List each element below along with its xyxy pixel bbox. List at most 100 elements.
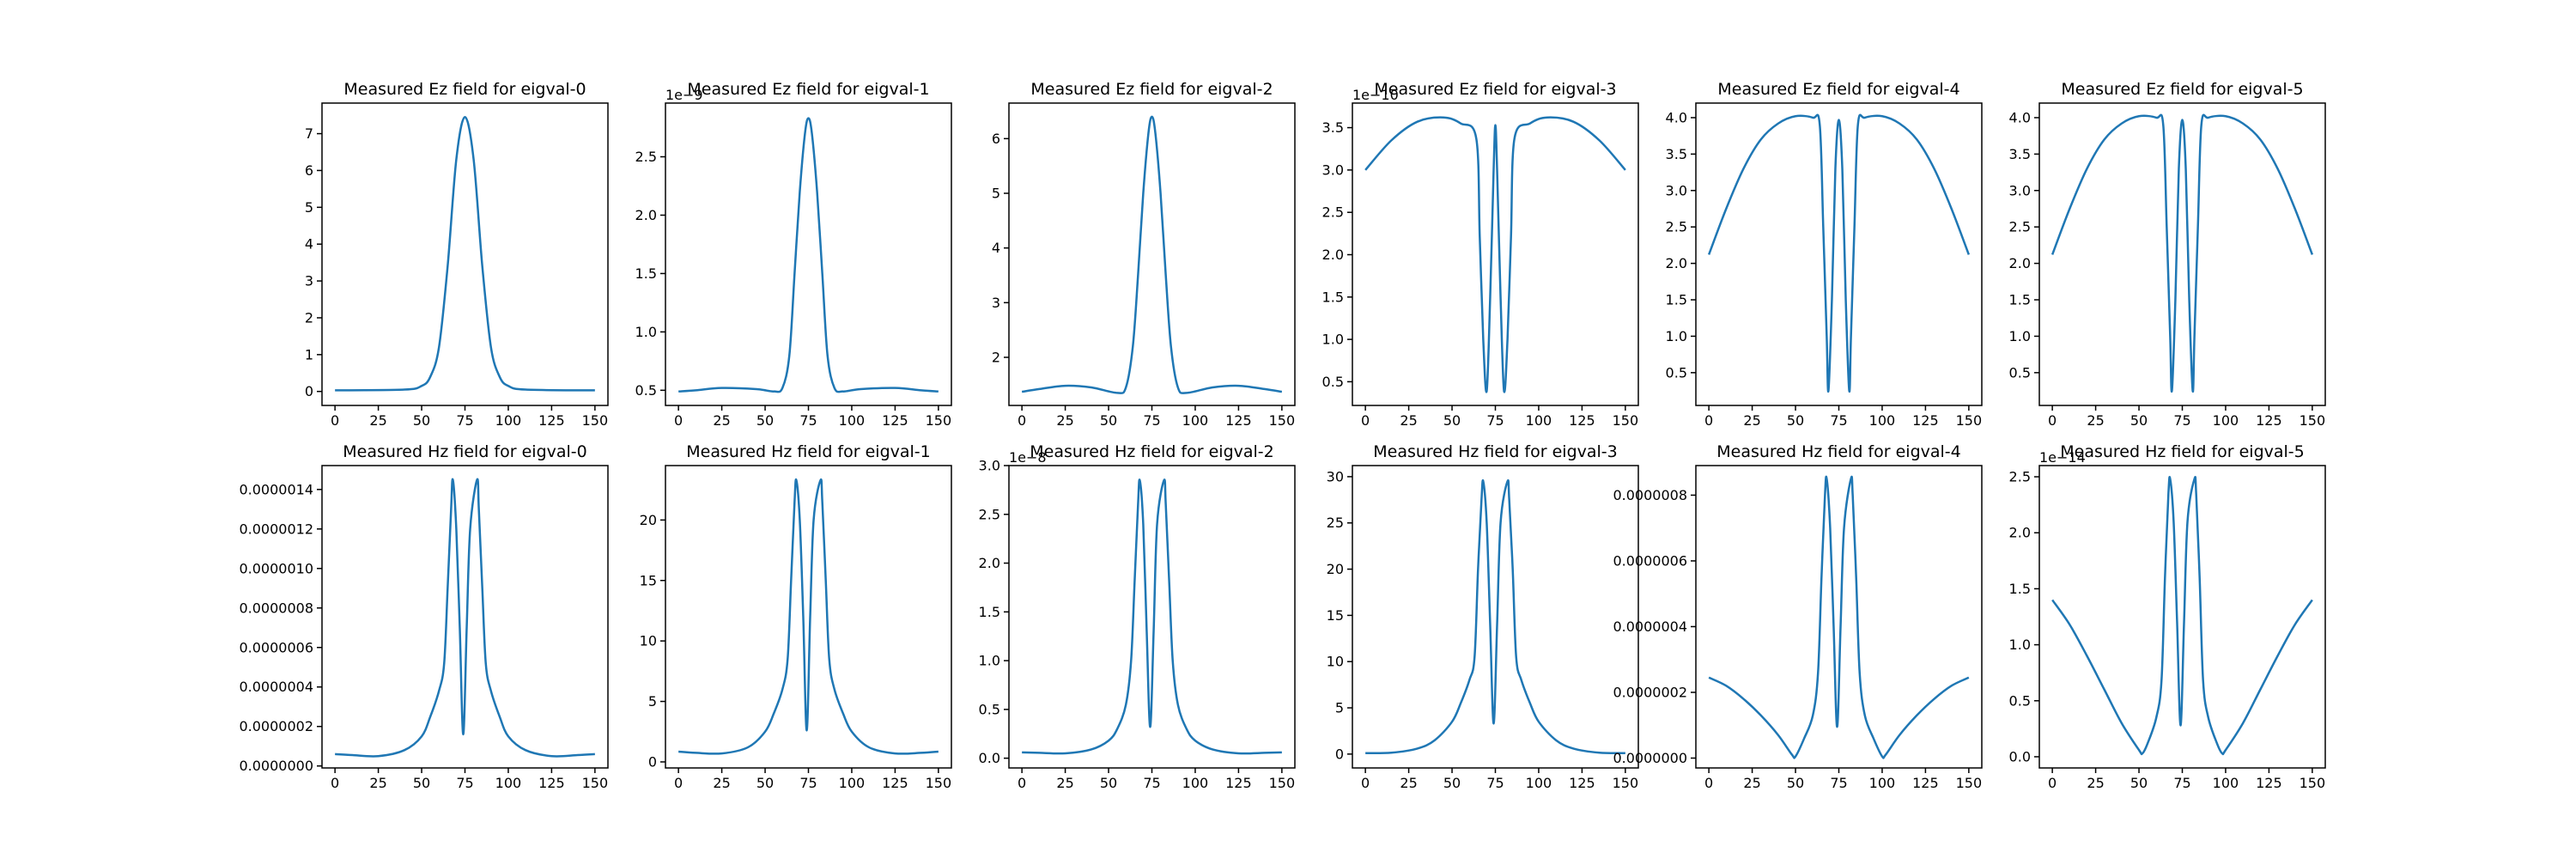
- x-tick-label: 150: [2300, 775, 2326, 791]
- x-tick-label: 0: [331, 412, 339, 429]
- x-tick-label: 150: [1613, 775, 1639, 791]
- x-tick-label: 100: [495, 775, 522, 791]
- y-tick-label: 2.5: [1322, 204, 1344, 221]
- x-tick-label: 25: [369, 412, 386, 429]
- y-tick-label: 2.5: [1666, 219, 1687, 235]
- x-tick-label: 50: [2130, 412, 2148, 429]
- y-tick-label: 0.0000004: [1613, 618, 1687, 635]
- y-offset-label: 1e−10: [1352, 87, 1399, 103]
- y-tick-label: 1.0: [1322, 332, 1344, 348]
- y-tick-label: 4: [992, 240, 1000, 256]
- y-tick-label: 0.0000014: [239, 481, 313, 497]
- y-tick-label: 4: [305, 236, 313, 253]
- y-tick-label: 2.5: [635, 149, 657, 165]
- x-tick-label: 0: [2048, 412, 2057, 429]
- x-tick-label: 50: [1787, 775, 1804, 791]
- x-tick-label: 100: [2213, 775, 2239, 791]
- x-tick-label: 50: [413, 412, 430, 429]
- axes-frame: [321, 102, 609, 406]
- y-tick-label: 6: [992, 131, 1000, 147]
- y-tick-label: 0.0000006: [1613, 552, 1687, 569]
- series-line: [1021, 115, 1283, 394]
- x-tick-label: 0: [1018, 775, 1026, 791]
- y-tick-label: 3.0: [1666, 182, 1687, 198]
- y-tick-label: 5: [305, 199, 313, 216]
- x-tick-label: 125: [2256, 412, 2282, 429]
- x-tick-label: 100: [1182, 412, 1209, 429]
- axes-frame: [1008, 102, 1296, 406]
- y-tick-label: 0.0000008: [239, 600, 313, 616]
- x-tick-label: 125: [1912, 775, 1939, 791]
- y-tick-label: 0.5: [2009, 364, 2031, 381]
- y-tick-label: 2.0: [1666, 255, 1687, 271]
- y-tick-label: 15: [640, 572, 657, 588]
- x-tick-label: 125: [1912, 412, 1939, 429]
- y-tick-label: 2.0: [1322, 247, 1344, 263]
- subplot-title: Measured Ez field for eigval-2: [1030, 80, 1273, 99]
- series-line: [335, 116, 595, 392]
- x-tick-label: 25: [1400, 412, 1417, 429]
- y-tick-label: 3: [992, 295, 1000, 311]
- y-tick-label: 10: [640, 633, 657, 649]
- x-tick-label: 0: [674, 412, 683, 429]
- y-tick-label: 3.5: [1666, 146, 1687, 162]
- x-tick-label: 0: [1361, 412, 1370, 429]
- x-tick-label: 0: [1018, 412, 1026, 429]
- y-tick-label: 1.0: [1666, 328, 1687, 344]
- y-tick-label: 0.0000012: [239, 521, 313, 537]
- y-tick-label: 10: [1327, 654, 1344, 670]
- y-tick-label: 3.5: [2009, 146, 2031, 162]
- x-tick-label: 125: [2256, 775, 2282, 791]
- x-tick-label: 125: [882, 412, 908, 429]
- x-tick-label: 75: [456, 412, 473, 429]
- y-tick-label: 0.0000002: [239, 718, 313, 734]
- subplot-title: Measured Ez field for eigval-5: [2061, 80, 2303, 99]
- subplot-11: Measured Hz field for eigval-5 0 25 50 75 100…: [2009, 442, 2326, 791]
- x-tick-label: 125: [1569, 412, 1595, 429]
- x-tick-label: 25: [1743, 775, 1760, 791]
- x-tick-label: 50: [1787, 412, 1804, 429]
- y-tick-label: 0: [305, 383, 313, 399]
- x-tick-label: 100: [839, 775, 866, 791]
- y-tick-label: 3.0: [2009, 182, 2031, 198]
- x-tick-label: 75: [799, 775, 817, 791]
- subplot-1: Measured Ez field for eigval-1 0 25 50 75 100…: [635, 80, 952, 429]
- y-tick-label: 20: [1327, 561, 1344, 577]
- subplot-title: Measured Hz field for eigval-2: [1030, 442, 1274, 461]
- x-tick-label: 25: [1743, 412, 1760, 429]
- y-tick-label: 1.5: [1322, 289, 1344, 305]
- y-tick-label: 15: [1327, 607, 1344, 624]
- y-offset-label: 1e−9: [665, 87, 703, 103]
- subplot-title: Measured Ez field for eigval-4: [1717, 80, 1959, 99]
- x-tick-label: 50: [1443, 412, 1461, 429]
- y-tick-label: 4.0: [1666, 109, 1687, 125]
- subplot-title: Measured Hz field for eigval-5: [2060, 442, 2305, 461]
- y-tick-label: 25: [1327, 515, 1344, 531]
- x-tick-label: 75: [2173, 775, 2190, 791]
- subplot-4: Measured Ez field for eigval-4 0 25 50 75 100…: [1666, 80, 1983, 429]
- x-tick-label: 150: [2300, 412, 2326, 429]
- y-tick-label: 0.0000000: [1613, 750, 1687, 766]
- y-tick-label: 30: [1327, 468, 1344, 484]
- axes-frame: [1695, 465, 1983, 769]
- x-tick-label: 25: [713, 775, 730, 791]
- x-tick-label: 50: [1443, 775, 1461, 791]
- x-tick-label: 100: [1869, 775, 1896, 791]
- x-tick-label: 100: [2213, 412, 2239, 429]
- subplot-title: Measured Hz field for eigval-3: [1373, 442, 1618, 461]
- y-tick-label: 3.0: [979, 458, 1000, 474]
- series-line: [1022, 478, 1282, 755]
- subplot-2: Measured Ez field for eigval-20 25 50 75 100…: [992, 80, 1296, 429]
- subplot-title: Measured Hz field for eigval-0: [343, 442, 587, 461]
- series-line: [2051, 476, 2313, 756]
- axes-frame: [1352, 465, 1639, 769]
- y-tick-label: 2.5: [2009, 219, 2031, 235]
- subplot-title: Measured Ez field for eigval-1: [687, 80, 929, 99]
- y-tick-label: 1.0: [979, 653, 1000, 669]
- y-tick-label: 6: [305, 162, 313, 179]
- x-tick-label: 150: [1956, 775, 1983, 791]
- y-tick-label: 0.5: [1322, 374, 1344, 390]
- subplot-title: Measured Ez field for eigval-0: [343, 80, 586, 99]
- y-tick-label: 0.0000010: [239, 560, 313, 576]
- axes-frame: [665, 102, 952, 406]
